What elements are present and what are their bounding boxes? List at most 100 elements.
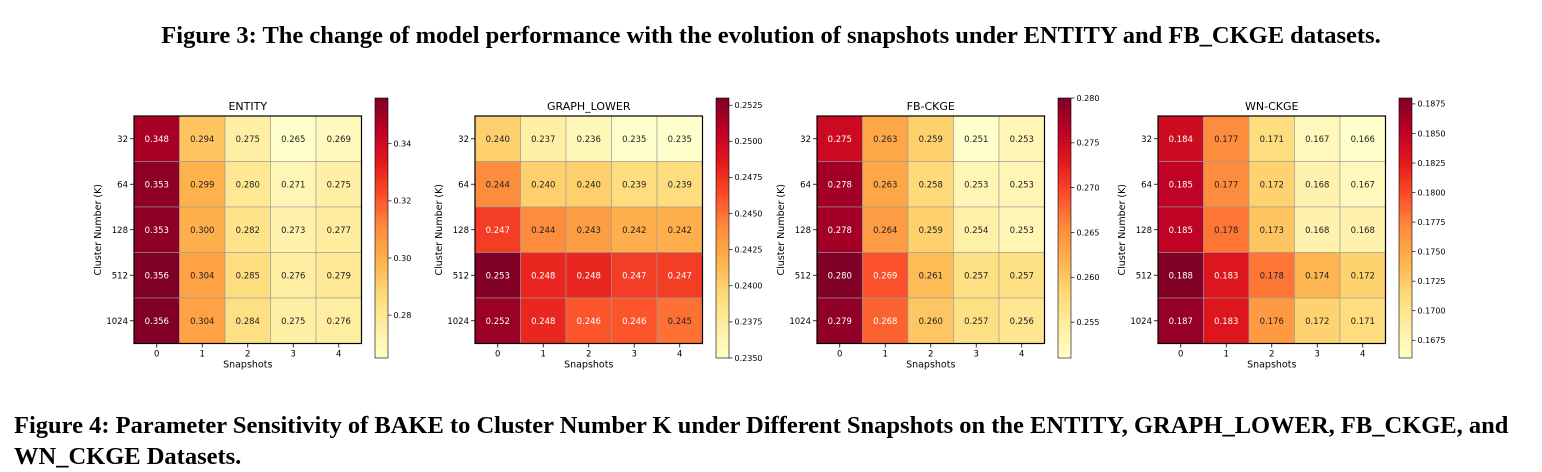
cell-value-label: 0.248 [577,271,601,281]
heatmap-cell [315,206,362,253]
colorbar-tick-label: 0.32 [394,197,412,206]
heatmap-cell [1203,252,1250,299]
colorbar: 0.28 0.30 0.32 0.34 [374,97,412,359]
heatmap-cell [862,161,909,208]
y-tick-label: 32 [458,135,469,145]
y-tick-label: 1024 [789,317,811,327]
cell-value-label: 0.304 [190,317,214,327]
colorbar-tick-label: 0.2425 [735,245,763,254]
y-tick-label: 1024 [106,317,128,327]
heatmap-cell [816,115,863,162]
cell-value-label: 0.258 [919,180,943,190]
colorbar-tick-label: 0.1875 [1418,100,1446,109]
heatmap-cell [565,115,612,162]
figure-3-caption: Figure 3: The change of model performanc… [161,22,1381,49]
colorbar-tick-label: 0.34 [394,140,412,149]
cell-value-label: 0.236 [577,135,601,145]
colorbar-tick-label: 0.1800 [1418,188,1446,197]
cell-value-label: 0.178 [1260,271,1284,281]
heatmap-cell [1203,206,1250,253]
cell-value-label: 0.247 [668,271,692,281]
cell-value-label: 0.245 [668,317,692,327]
heatmap-cell [907,297,954,344]
cell-value-label: 0.260 [919,317,943,327]
cell-value-label: 0.275 [327,180,351,190]
colorbar-gradient [1398,97,1413,359]
chart-title: GRAPH_LOWER [547,100,631,113]
heatmap-cell [1294,161,1341,208]
cell-value-label: 0.300 [190,226,214,236]
x-axis-label: Snapshots [223,360,272,371]
heatmap-cell [224,206,271,253]
cell-value-label: 0.263 [873,135,897,145]
colorbar-tick-label: 0.280 [1077,94,1100,103]
y-tick-label: 32 [800,135,811,145]
heatmap-entity: ENTITY 0.348 0.294 0.275 0.265 0.269 0.353 0.29… [93,97,412,371]
cell-value-label: 0.276 [327,317,351,327]
y-axis-label: Cluster Number (K) [776,184,787,276]
cell-value-label: 0.277 [327,226,351,236]
x-tick-label: 0 [837,350,842,360]
cell-value-label: 0.278 [828,226,852,236]
cell-value-label: 0.178 [1214,226,1238,236]
colorbar-tick-label: 0.275 [1077,139,1100,148]
heatmap-cell [1248,206,1295,253]
heatmap-cell [611,252,658,299]
heatmap-cell [270,297,317,344]
heatmap-cell [179,206,226,253]
cell-value-label: 0.253 [1010,135,1034,145]
heatmap-cell [998,161,1045,208]
cell-value-label: 0.275 [281,317,305,327]
colorbar: 0.1675 0.1700 0.1725 0.1750 0.1775 0.1800 0.18… [1398,97,1446,359]
y-tick-label: 64 [1141,180,1152,190]
cell-value-label: 0.278 [828,180,852,190]
cell-value-label: 0.252 [486,317,510,327]
x-tick-label: 2 [928,350,933,360]
cell-value-label: 0.259 [919,226,943,236]
colorbar-gradient [715,97,730,359]
cell-value-label: 0.244 [486,180,510,190]
x-tick-label: 1 [883,350,888,360]
cell-value-label: 0.248 [531,317,555,327]
colorbar-tick-label: 0.255 [1077,318,1100,327]
cell-value-label: 0.167 [1351,180,1375,190]
cell-value-label: 0.171 [1351,317,1375,327]
cell-value-label: 0.299 [190,180,214,190]
x-tick-label: 4 [1360,350,1365,360]
cell-value-label: 0.174 [1305,271,1329,281]
cell-value-label: 0.279 [828,317,852,327]
cell-value-label: 0.257 [964,271,988,281]
heatmap-cell [953,206,1000,253]
cell-value-label: 0.353 [145,180,169,190]
colorbar-tick-label: 0.2475 [735,173,763,182]
colorbar-tick-label: 0.2400 [735,282,763,291]
heatmap-cell [998,252,1045,299]
y-tick-label: 128 [1136,226,1152,236]
y-tick-label: 64 [117,180,128,190]
heatmap-cell [1157,297,1204,344]
cell-value-label: 0.253 [1010,180,1034,190]
colorbar: 0.2350 0.2375 0.2400 0.2425 0.2450 0.2475 0.25… [715,97,763,363]
heatmap-cell [520,297,567,344]
cell-value-label: 0.271 [281,180,305,190]
heatmap-cell [816,206,863,253]
cell-value-label: 0.251 [964,135,988,145]
cell-value-label: 0.268 [873,317,897,327]
colorbar-tick-label: 0.2450 [735,209,763,218]
cell-value-label: 0.185 [1169,226,1193,236]
x-tick-label: 1 [200,350,205,360]
colorbar-tick-label: 0.30 [394,254,412,263]
heatmap-cell [862,115,909,162]
cell-value-label: 0.177 [1214,135,1238,145]
y-tick-label: 512 [453,271,469,281]
colorbar-tick-label: 0.1700 [1418,307,1446,316]
heatmap-cell [270,161,317,208]
heatmap-graph-lower: GRAPH_LOWER 0.240 0.237 0.236 0.235 0.235 0.24… [434,97,763,371]
cell-value-label: 0.294 [190,135,214,145]
heatmap-cell [953,252,1000,299]
x-tick-label: 4 [1019,350,1024,360]
heatmap-cell [133,297,180,344]
x-axis-label: Snapshots [906,360,955,371]
cell-value-label: 0.265 [281,135,305,145]
heatmap-cell [315,161,362,208]
